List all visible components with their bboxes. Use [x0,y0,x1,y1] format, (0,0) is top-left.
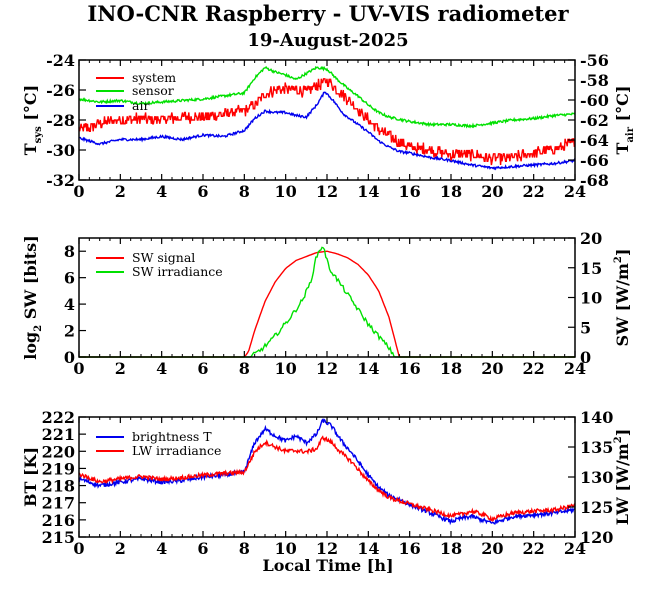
x-tick-label: 22 [523,539,545,558]
x-tick-label: 10 [275,539,297,558]
x-tick-label: 20 [481,182,503,201]
y-right-tick-label: 5 [580,318,591,337]
x-tick-label: 8 [239,359,250,378]
x-tick-label: 20 [481,539,503,558]
y-right-axis-label: Tair [°C] [613,86,636,155]
y-left-tick-label: 6 [64,269,75,288]
legend-label: brightness T [132,429,212,444]
x-tick-label: 14 [357,359,379,378]
y-left-tick-label: 219 [42,459,75,478]
x-tick-label: 12 [316,182,338,201]
series-line-sensor [79,65,576,129]
x-tick-label: 0 [73,359,84,378]
x-tick-label: 22 [523,359,545,378]
y-right-tick-label: -60 [580,91,609,110]
y-right-tick-label: -56 [580,51,609,70]
x-tick-label: 6 [197,539,208,558]
legend-label: sensor [132,83,174,98]
y-right-tick-label: 125 [580,498,613,517]
y-left-tick-label: -26 [46,81,75,100]
x-tick-label: 0 [73,539,84,558]
x-tick-label: 12 [316,539,338,558]
chart-date: 19-August-2025 [247,30,408,51]
x-tick-label: 2 [115,182,126,201]
y-right-tick-label: 120 [580,528,613,547]
y-left-tick-label: 4 [64,295,75,314]
y-left-tick-label: 2 [64,322,75,341]
x-tick-label: 24 [564,359,586,378]
x-tick-label: 24 [564,182,586,201]
y-left-tick-label: -30 [46,141,75,160]
y-left-tick-label: 0 [64,348,75,367]
series-line-air [78,91,576,171]
y-right-tick-label: 140 [580,408,613,427]
x-tick-label: 22 [523,182,545,201]
y-right-tick-label: -64 [580,131,609,150]
y-right-tick-label: 130 [580,468,613,487]
x-tick-label: 18 [440,539,462,558]
x-tick-label: 6 [197,359,208,378]
y-left-tick-label: 217 [42,494,75,513]
x-tick-label: 10 [275,182,297,201]
legend-label: LW irradiance [132,443,221,458]
x-tick-label: 20 [481,359,503,378]
y-left-tick-label: 8 [64,242,75,261]
y-left-tick-label: -28 [46,111,75,130]
y-left-tick-label: 218 [42,477,75,496]
x-tick-label: 4 [156,359,167,378]
x-tick-label: 2 [115,359,126,378]
legend-label: SW signal [132,250,195,265]
y-left-tick-label: 222 [42,408,75,427]
x-tick-label: 4 [156,539,167,558]
x-tick-label: 12 [316,359,338,378]
series-line-brightness-t [78,418,576,526]
y-left-tick-label: 215 [42,528,75,547]
y-left-axis-label: log2 SW [bits] [21,235,44,359]
x-tick-label: 8 [239,539,250,558]
x-tick-label: 10 [275,359,297,378]
y-right-axis-label: LW [W/m2] [613,429,632,526]
x-axis-label: Local Time [h] [262,556,393,575]
chart-panel-3: 0 2 4 6 8 10 12 14 16 18 20 22 242222212202192182172… [21,408,632,558]
x-tick-label: 24 [564,539,586,558]
y-left-tick-label: 221 [42,425,75,444]
x-tick-label: 8 [239,182,250,201]
y-left-tick-label: -24 [46,51,75,70]
y-left-tick-label: 216 [42,511,75,530]
x-tick-label: 16 [399,359,421,378]
y-right-tick-label: -66 [580,151,609,170]
x-tick-label: 14 [357,539,379,558]
x-tick-label: 18 [440,359,462,378]
x-tick-label: 16 [399,182,421,201]
x-tick-label: 2 [115,539,126,558]
y-right-tick-label: 15 [580,259,602,278]
legend-label: system [132,70,176,85]
y-right-tick-label: -58 [580,71,609,90]
legend-label: air [132,98,149,113]
x-tick-label: 6 [197,182,208,201]
series-line-lw-irradiance [78,435,576,523]
x-tick-label: 18 [440,182,462,201]
y-left-tick-label: 220 [42,442,75,461]
y-right-tick-label: -62 [580,111,609,130]
chart-panel-1: 0 2 4 6 8 10 12 14 16 18 20 22 24-24-26-28-30-32-56-… [21,51,636,201]
x-tick-label: 14 [357,182,379,201]
y-left-axis-label: BT [K] [21,447,40,507]
y-right-tick-label: 135 [580,438,613,457]
legend-label: SW irradiance [132,264,223,279]
chart-title: INO-CNR Raspberry - UV-VIS radiometer [87,1,569,26]
y-right-axis-label: SW [W/m2] [613,249,632,347]
y-right-tick-label: 10 [580,289,602,308]
y-right-tick-label: -68 [580,171,609,190]
y-left-axis-label: Tsys [°C] [21,85,44,155]
x-tick-label: 0 [73,182,84,201]
y-right-tick-label: 20 [580,229,602,248]
x-tick-label: 16 [399,539,421,558]
y-left-tick-label: -32 [46,171,75,190]
x-tick-label: 4 [156,182,167,201]
y-right-tick-label: 0 [580,348,591,367]
series-line-system [78,78,575,166]
